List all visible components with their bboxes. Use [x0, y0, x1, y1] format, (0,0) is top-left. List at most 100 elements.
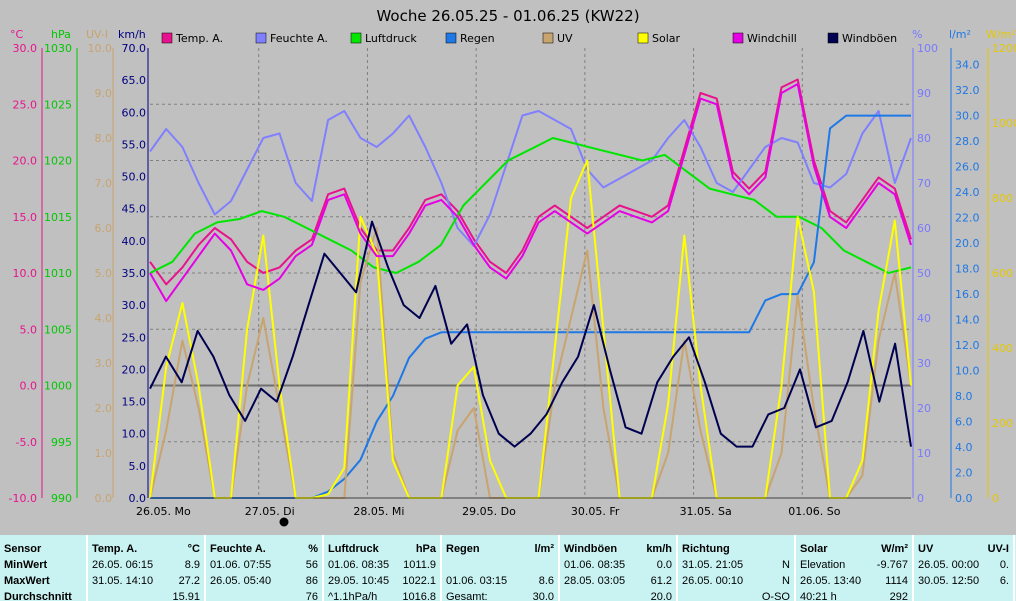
tick-label: 10.0 — [955, 365, 980, 378]
stats-cell: Elevation — [800, 559, 846, 571]
tick-label: 0 — [917, 492, 924, 505]
stats-value: °C — [187, 543, 200, 555]
axis-unit: °C — [10, 28, 24, 41]
tick-label: 55.0 — [122, 138, 147, 151]
stats-label-avg: Durchschnitt — [4, 591, 72, 601]
stats-cell — [92, 589, 172, 601]
stats-value: 8.9 — [184, 559, 200, 571]
tick-label: 32.0 — [955, 84, 980, 97]
tick-label: 0 — [992, 492, 999, 505]
stats-cell: ^1.1hPa/h — [328, 591, 378, 601]
tick-label: 995 — [51, 436, 72, 449]
tick-label: 22.0 — [955, 212, 980, 225]
tick-label: 1000 — [992, 117, 1016, 130]
tick-label: 4.0 — [955, 441, 973, 454]
tick-label: 1200 — [992, 42, 1016, 55]
tick-label: 8.0 — [95, 132, 113, 145]
stats-cell: 26.05. 00:10 — [682, 575, 744, 587]
stats-cell: Regen — [446, 543, 480, 555]
tick-label: 50 — [917, 267, 931, 280]
tick-label: 45.0 — [122, 203, 147, 216]
stats-value: 0.0 — [656, 559, 672, 571]
tick-label: 100 — [917, 42, 938, 55]
tick-label: 6.0 — [95, 222, 113, 235]
legend-swatch — [732, 32, 744, 44]
tick-label: 14.0 — [955, 314, 980, 327]
axis-unit: hPa — [51, 28, 71, 41]
x-tick-label: 26.05. Mo — [136, 505, 191, 518]
tick-label: 34.0 — [955, 59, 980, 72]
stats-cell: Feuchte A. — [210, 543, 266, 555]
tick-label: 24.0 — [955, 186, 980, 199]
stats-col-sensor: Sensor MinWert MaxWert Durchschnitt — [0, 535, 88, 601]
series-line — [149, 83, 912, 303]
stats-cell: 26.05. 06:15 — [92, 559, 154, 571]
stats-value: 30.0 — [532, 591, 554, 601]
stats-cell: 29.05. 10:45 — [328, 575, 390, 587]
axis-unit: % — [912, 28, 922, 41]
stats-value: N — [782, 575, 790, 587]
tick-label: 4.0 — [95, 312, 113, 325]
stats-cell: 30.05. 12:50 — [918, 575, 980, 587]
tick-label: 20 — [917, 402, 931, 415]
chart-legend: Temp. A. Feuchte A. Luftdruck Regen UV Solar W… — [161, 32, 897, 45]
tick-label: 30.0 — [13, 42, 38, 55]
tick-label: 5.0 — [129, 460, 147, 473]
stats-value: 0. — [999, 559, 1009, 571]
legend-swatch — [161, 32, 173, 44]
stats-col: Solar W/m² Elevation -9.767 26.05. 13:40 1114… — [796, 535, 914, 601]
stats-label-min: MinWert — [4, 559, 48, 571]
stats-value: -9.767 — [876, 559, 908, 571]
tick-label: 0.0 — [955, 492, 973, 505]
stats-value: 292 — [889, 591, 908, 601]
stats-col: Luftdruck hPa 01.06. 08:35 1011.9 29.05. 10:… — [324, 535, 442, 601]
tick-label: 1025 — [44, 98, 72, 111]
tick-label: 0.0 — [95, 492, 113, 505]
stats-header: Sensor — [4, 543, 42, 555]
tick-label: 990 — [51, 492, 72, 505]
series-line — [149, 110, 912, 247]
tick-label: 600 — [992, 267, 1013, 280]
weather-chart: Woche 26.05.25 - 01.06.25 (KW22) Temp. A… — [9, 7, 1016, 527]
series-line — [149, 220, 912, 448]
tick-label: 0.0 — [20, 380, 38, 393]
stats-cell: 01.06. 08:35 — [328, 559, 390, 571]
tick-label: 2.0 — [95, 402, 113, 415]
axis-unit: l/m² — [949, 28, 971, 41]
tick-label: 60.0 — [122, 106, 147, 119]
legend-swatch — [827, 32, 839, 44]
stats-value: % — [308, 543, 318, 555]
legend-label: UV — [557, 32, 573, 45]
stats-cell: 26.05. 00:00 — [918, 559, 980, 571]
x-axis: 26.05. Mo 27.05. Di 28.05. Mi 29.05. Do 30.0… — [136, 497, 911, 518]
tick-label: 1010 — [44, 267, 72, 280]
tick-label: 15.0 — [13, 211, 38, 224]
tick-label: 9.0 — [95, 87, 113, 100]
x-tick-label: 31.05. Sa — [680, 505, 732, 518]
stats-value: 15.91 — [172, 591, 200, 601]
tick-label: 20.0 — [122, 363, 147, 376]
time-cursor-marker[interactable] — [279, 517, 289, 527]
stats-cell — [682, 589, 762, 601]
stats-cell: Solar — [800, 543, 828, 555]
x-tick-label: 29.05. Do — [462, 505, 516, 518]
stats-value: N — [782, 559, 790, 571]
stats-cell: Gesamt: — [446, 591, 488, 601]
stats-value: 1011.9 — [403, 559, 436, 571]
stats-cell: 01.06. 03:15 — [446, 575, 508, 587]
stats-value: 1016.8 — [402, 591, 436, 601]
series-line — [149, 78, 912, 286]
tick-label: 10.0 — [88, 42, 113, 55]
tick-label: 12.0 — [955, 339, 980, 352]
legend-swatch — [445, 32, 457, 44]
stats-cell: Windböen — [564, 543, 618, 555]
legend-label: Luftdruck — [365, 32, 417, 45]
stats-value: W/m² — [881, 543, 908, 555]
right-axes: %1009080706050403020100l/m²34.032.030.02… — [912, 28, 1016, 505]
stats-cell: 26.05. 13:40 — [800, 575, 862, 587]
tick-label: 10 — [917, 447, 931, 460]
stats-value: 61.2 — [650, 575, 672, 587]
stats-cell: UV — [918, 543, 934, 555]
legend-label: Windböen — [842, 32, 897, 45]
tick-label: 20.0 — [13, 155, 38, 168]
